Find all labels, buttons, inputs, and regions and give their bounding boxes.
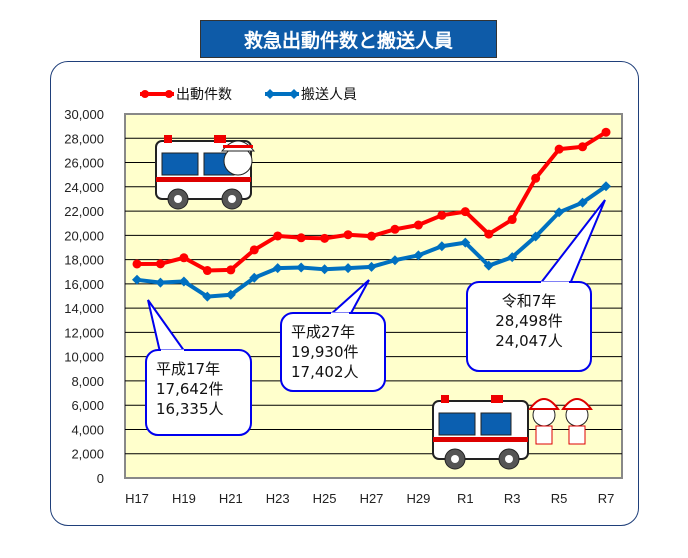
- data-point: [225, 289, 236, 300]
- data-point: [226, 265, 236, 275]
- ambulance-illustration: [432, 395, 529, 470]
- data-point: [320, 233, 330, 243]
- y-tick-label: 28,000: [64, 131, 104, 146]
- firefighter-body: [568, 425, 586, 445]
- callout-box: [145, 349, 252, 436]
- data-point: [296, 233, 306, 243]
- data-point: [296, 262, 307, 273]
- y-tick-label: 24,000: [64, 180, 104, 195]
- data-point: [413, 220, 423, 230]
- data-point: [601, 181, 611, 192]
- data-point: [390, 224, 400, 234]
- data-point: [132, 259, 142, 269]
- chart-panel: [50, 61, 639, 526]
- x-tick-label: R7: [598, 491, 615, 506]
- data-point: [554, 207, 565, 218]
- data-point: [507, 215, 517, 225]
- x-tick-label: R5: [551, 491, 568, 506]
- callout-text: 16,335人: [156, 400, 224, 418]
- data-point: [367, 231, 376, 241]
- data-point: [484, 229, 494, 239]
- data-point: [531, 173, 541, 183]
- y-tick-label: 12,000: [64, 325, 104, 340]
- data-point: [530, 231, 541, 242]
- callout-text: 19,930件: [291, 343, 359, 361]
- x-tick-label: H21: [219, 491, 243, 506]
- x-tick-label: H19: [172, 491, 196, 506]
- data-point: [272, 263, 283, 274]
- y-tick-label: 0: [97, 471, 104, 486]
- legend-marker: [289, 89, 299, 99]
- callout-text: 平成27年: [291, 323, 355, 341]
- y-tick-label: 18,000: [64, 253, 104, 268]
- legend-label: 搬送人員: [301, 87, 357, 103]
- callout-text: 17,642件: [156, 380, 224, 398]
- callout-text: 28,498件: [495, 312, 563, 330]
- data-point: [507, 252, 518, 263]
- x-tick-label: H25: [313, 491, 337, 506]
- helmet-icon: [561, 398, 593, 410]
- y-tick-label: 16,000: [64, 277, 104, 292]
- callout-box: [466, 281, 592, 372]
- helmet-icon: [528, 398, 560, 410]
- data-point: [155, 277, 166, 288]
- y-tick-label: 2,000: [71, 447, 104, 462]
- callout-text: 24,047人: [495, 332, 563, 350]
- data-point: [389, 255, 400, 266]
- firefighter-body: [535, 425, 553, 445]
- data-point: [249, 272, 260, 283]
- data-point: [437, 210, 447, 220]
- x-tick-label: H23: [266, 491, 290, 506]
- data-point: [132, 274, 142, 285]
- data-point: [460, 207, 470, 217]
- data-point: [273, 231, 283, 241]
- y-tick-label: 20,000: [64, 228, 104, 243]
- y-tick-label: 6,000: [71, 398, 104, 413]
- ambulance-illustration: [155, 135, 256, 210]
- data-point: [202, 291, 213, 302]
- data-point: [249, 245, 259, 255]
- data-point: [413, 250, 424, 261]
- y-tick-label: 30,000: [64, 107, 104, 122]
- y-tick-label: 8,000: [71, 374, 104, 389]
- data-point: [155, 259, 165, 269]
- data-point: [178, 276, 189, 287]
- y-tick-label: 10,000: [64, 350, 104, 365]
- x-tick-label: H17: [125, 491, 149, 506]
- data-point: [483, 260, 494, 271]
- x-tick-label: R3: [504, 491, 521, 506]
- x-tick-label: H27: [360, 491, 384, 506]
- data-point: [601, 127, 611, 137]
- callout-text: 令和7年: [502, 292, 557, 310]
- legend-marker: [141, 90, 149, 98]
- data-point: [578, 142, 588, 152]
- y-tick-label: 26,000: [64, 156, 104, 171]
- chart-title: 救急出動件数と搬送人員: [200, 20, 497, 58]
- y-tick-label: 4,000: [71, 422, 104, 437]
- data-point: [460, 237, 471, 248]
- callout-text: 平成17年: [156, 360, 220, 378]
- legend-marker: [265, 89, 275, 99]
- legend-marker: [165, 90, 173, 98]
- data-point: [366, 261, 377, 272]
- data-point: [577, 197, 588, 208]
- data-point: [202, 266, 212, 276]
- data-point: [319, 264, 330, 275]
- data-point: [436, 241, 447, 252]
- x-tick-label: R1: [457, 491, 474, 506]
- y-tick-label: 22,000: [64, 204, 104, 219]
- data-point: [343, 230, 353, 240]
- callout-text: 17,402人: [291, 363, 359, 381]
- data-point: [343, 263, 354, 274]
- x-tick-label: H29: [406, 491, 430, 506]
- data-point: [554, 144, 564, 154]
- y-tick-label: 14,000: [64, 301, 104, 316]
- data-point: [179, 253, 189, 263]
- legend-label: 出動件数: [176, 87, 232, 103]
